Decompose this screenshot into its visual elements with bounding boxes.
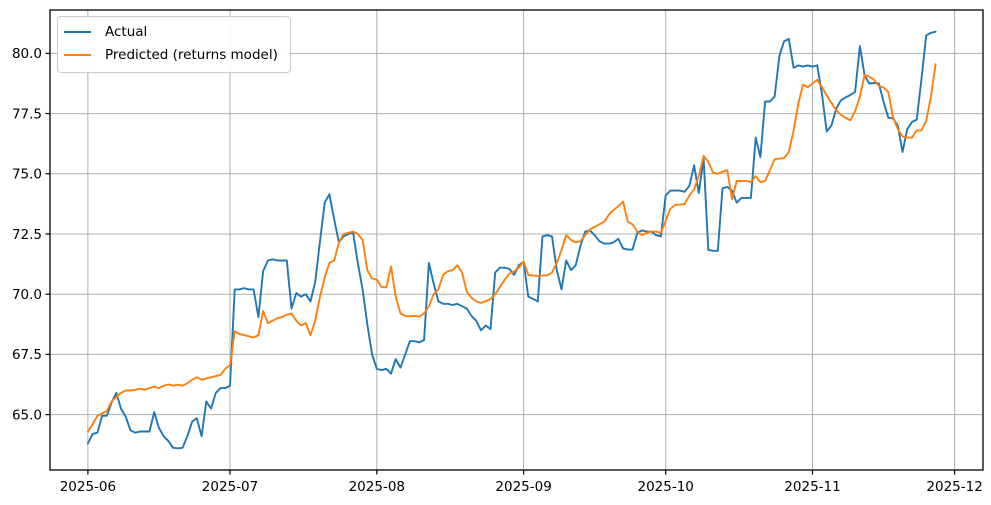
x-tick-label: 2025-11 (784, 479, 840, 495)
x-tick-label: 2025-12 (926, 479, 982, 495)
y-tick-label: 65.0 (12, 407, 42, 423)
predicted-series-line (86, 63, 937, 433)
legend-line-swatch-predicted (64, 54, 91, 57)
axes-frame (49, 9, 984, 471)
y-tick-label: 70.0 (12, 287, 42, 303)
x-tick-label: 2025-10 (637, 479, 693, 495)
y-tick-label: 72.5 (12, 227, 42, 243)
x-tick-label: 2025-08 (349, 479, 405, 495)
y-tick-label: 77.5 (12, 106, 42, 122)
y-tick-label: 75.0 (12, 167, 42, 183)
legend-label-predicted: Predicted (returns model) (105, 46, 278, 63)
x-tick-label: 2025-09 (495, 479, 551, 495)
y-tick-label: 67.5 (12, 347, 42, 363)
legend-line-swatch-actual (64, 31, 91, 34)
x-tick-label: 2025-06 (60, 479, 116, 495)
legend-item-actual: Actual (64, 24, 278, 41)
x-tick-label: 2025-07 (202, 479, 258, 495)
legend-item-predicted: Predicted (returns model) (64, 47, 278, 64)
y-tick-label: 80.0 (12, 46, 42, 62)
legend-label-actual: Actual (105, 24, 148, 40)
legend: Actual Predicted (returns model) (57, 16, 291, 73)
